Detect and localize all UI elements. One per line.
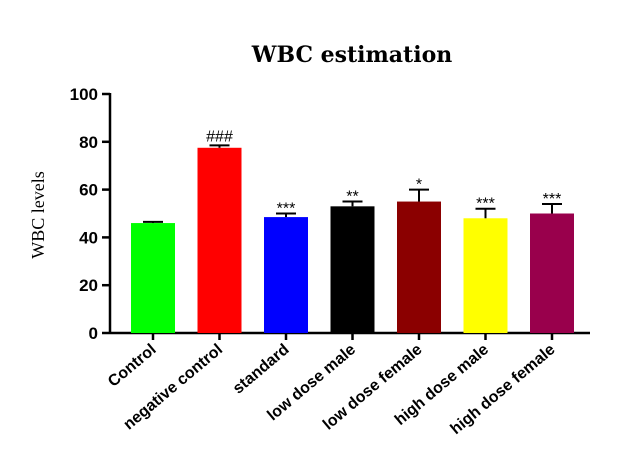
bar bbox=[397, 201, 441, 333]
x-tick-label: Control bbox=[105, 341, 159, 391]
x-tick-label: standard bbox=[230, 341, 293, 397]
y-tick-label: 0 bbox=[89, 324, 98, 343]
significance-label: *** bbox=[543, 191, 562, 208]
significance-label: ** bbox=[346, 189, 358, 206]
y-tick-label: 80 bbox=[79, 133, 98, 152]
bars: ###********* *** bbox=[131, 128, 574, 333]
y-tick-label: 60 bbox=[79, 181, 98, 200]
significance-label: ### bbox=[206, 128, 233, 145]
chart-title: WBC estimation bbox=[251, 42, 453, 68]
y-axis: 0 20 40 60 80 100 bbox=[70, 85, 112, 343]
y-axis-label: WBC levels bbox=[28, 171, 48, 259]
bar bbox=[330, 206, 375, 333]
significance-label: *** bbox=[476, 196, 495, 213]
bar bbox=[197, 147, 242, 333]
y-tick-label: 40 bbox=[79, 228, 98, 247]
significance-label: *** bbox=[277, 201, 296, 218]
significance-label: * bbox=[416, 177, 422, 194]
y-tick-label: 20 bbox=[79, 276, 98, 295]
bar bbox=[463, 218, 508, 333]
bar bbox=[264, 217, 308, 333]
bar bbox=[530, 213, 574, 333]
bar bbox=[131, 223, 175, 333]
y-tick-label: 100 bbox=[70, 85, 98, 104]
